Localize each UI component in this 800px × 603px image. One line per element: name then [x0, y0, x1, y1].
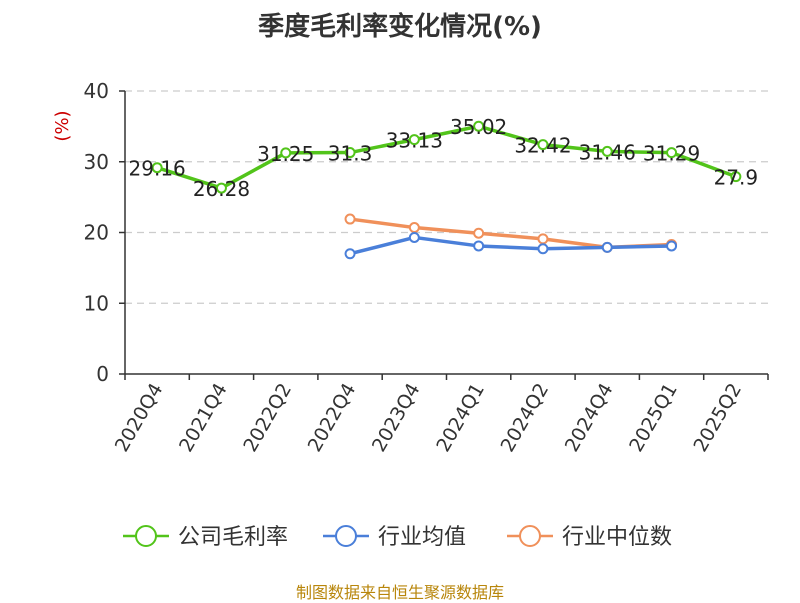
legend-marker-0 [135, 525, 157, 547]
x-tick-label: 2025Q2 [689, 380, 746, 456]
data-point [537, 233, 549, 245]
data-point [537, 243, 549, 255]
source-note: 制图数据来自恒生聚源数据库 [295, 583, 504, 602]
legend-marker-1 [335, 525, 357, 547]
data-label: 29.16 [129, 157, 186, 181]
x-tick-label: 2024Q4 [561, 380, 618, 456]
series-line-1 [349, 235, 672, 256]
data-point [151, 162, 163, 174]
data-point [666, 147, 678, 159]
legend-label-0: 公司毛利率 [178, 525, 288, 550]
y-axis-label: (%) [52, 110, 73, 141]
data-point [666, 240, 678, 252]
x-tick-label: 2025Q1 [625, 380, 682, 456]
data-label: 31.25 [257, 142, 314, 166]
x-tick-label: 2024Q2 [497, 380, 554, 456]
data-point [215, 182, 227, 194]
x-tick-label: 2020Q4 [111, 380, 168, 456]
data-point [473, 227, 485, 239]
x-tick-label: 2022Q4 [304, 380, 361, 456]
data-point [280, 147, 292, 159]
legend: 公司毛利率 行业均值 行业中位数 [123, 525, 672, 550]
data-point [408, 231, 420, 243]
data-point [601, 241, 613, 253]
legend-label-2: 行业中位数 [562, 525, 672, 550]
y-tick-label: 20 [84, 221, 109, 245]
y-tick-label: 40 [84, 79, 109, 103]
data-label: 26.28 [193, 177, 250, 201]
chart-title: 季度毛利率变化情况(%) [258, 12, 542, 42]
x-tick-label: 2023Q4 [368, 380, 425, 456]
label-layer: 29.16 26.28 31.25 31.3 33.13 35.02 32.42 31.46 3… [129, 115, 759, 201]
data-label: 32.42 [514, 134, 571, 158]
series-line-0 [156, 124, 737, 190]
data-point [344, 213, 356, 225]
data-point [473, 120, 485, 132]
data-point [730, 171, 742, 183]
data-label: 35.02 [450, 115, 507, 139]
data-label: 31.29 [643, 142, 700, 166]
y-tick-label: 10 [84, 291, 109, 315]
data-point [344, 248, 356, 260]
data-point [473, 240, 485, 252]
data-point [601, 145, 613, 157]
data-label: 31.46 [579, 140, 636, 164]
data-label: 31.3 [328, 142, 373, 166]
data-label: 27.9 [714, 166, 759, 190]
data-point [408, 222, 420, 234]
x-tick-label: 2022Q2 [239, 380, 296, 456]
legend-marker-2 [519, 525, 541, 547]
x-tick-label: 2024Q1 [432, 380, 489, 456]
data-point [408, 134, 420, 146]
x-tick-label: 2021Q4 [175, 380, 232, 456]
data-point [344, 147, 356, 159]
series-layer [151, 120, 742, 260]
y-tick-label: 30 [84, 150, 109, 174]
legend-label-1: 行业均值 [378, 525, 466, 550]
y-tick-label: 0 [96, 362, 109, 386]
data-label: 33.13 [386, 129, 443, 153]
data-point [537, 139, 549, 151]
